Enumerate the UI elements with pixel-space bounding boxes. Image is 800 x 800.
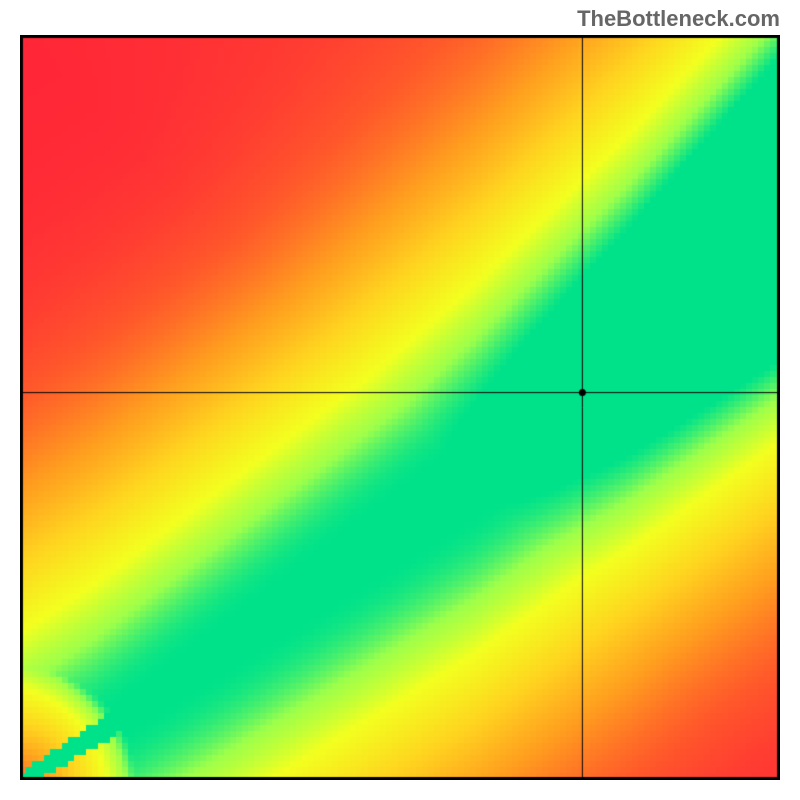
heatmap-canvas <box>20 35 780 780</box>
chart-container: TheBottleneck.com <box>0 0 800 800</box>
heatmap-plot <box>20 35 780 780</box>
watermark-label: TheBottleneck.com <box>577 6 780 32</box>
